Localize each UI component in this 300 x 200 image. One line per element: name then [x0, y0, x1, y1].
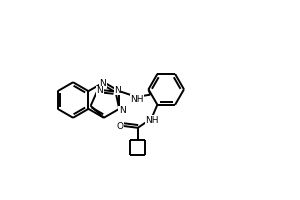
- Text: N: N: [119, 106, 125, 115]
- Text: NH: NH: [145, 116, 159, 125]
- Text: O: O: [116, 122, 123, 131]
- Text: N: N: [97, 86, 103, 95]
- Text: N: N: [114, 86, 121, 95]
- Text: NH: NH: [130, 95, 144, 104]
- Text: N: N: [100, 79, 106, 88]
